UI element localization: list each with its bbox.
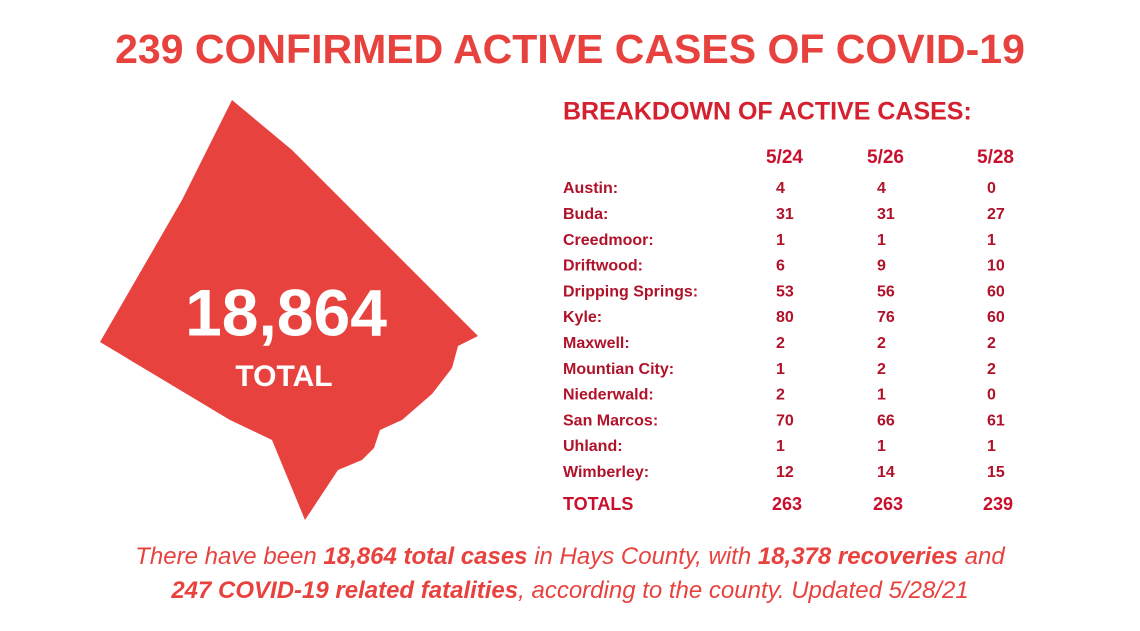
cell-value: 2 [776,335,785,352]
cell-value: 6 [776,258,785,275]
cell-value: 31 [776,206,794,223]
footer-text: There have been [135,543,323,570]
row-name: Driftwood: [563,258,643,275]
column-header: 5/28 [977,147,1014,168]
row-name: San Marcos: [563,412,658,429]
cell-value: 1 [987,438,996,455]
cell-value: 0 [987,180,996,197]
cell-value: 1 [877,438,886,455]
cell-value: 2 [877,361,886,378]
cell-value: 2 [776,387,785,404]
cell-value: 1 [987,232,996,249]
cell-value: 2 [987,361,996,378]
cell-value: 56 [877,283,895,300]
cell-value: 1 [776,361,785,378]
row-name: Niederwald: [563,387,654,404]
totals-value: 263 [873,494,903,514]
row-name: Buda: [563,206,608,223]
row-name: Wimberley: [563,464,649,481]
table-heading: BREAKDOWN OF ACTIVE CASES: [563,98,972,126]
row-name: Uhland: [563,438,623,455]
cell-value: 60 [987,309,1005,326]
totals-value: 239 [983,494,1013,514]
map-label: TOTAL [235,360,332,393]
cell-value: 27 [987,206,1005,223]
row-name: Austin: [563,180,618,197]
cell-value: 31 [877,206,895,223]
footer-bold: 18,378 recoveries [758,543,958,570]
cell-value: 66 [877,412,895,429]
footer-text: in Hays County, with [528,543,758,570]
row-name: Mountian City: [563,361,674,378]
cell-value: 9 [877,258,886,275]
row-name: Creedmoor: [563,232,654,249]
cell-value: 0 [987,387,996,404]
footer-text: and [958,543,1005,570]
cell-value: 2 [987,335,996,352]
cell-value: 1 [877,387,886,404]
cell-value: 1 [776,438,785,455]
cell-value: 14 [877,464,895,481]
cell-value: 12 [776,464,794,481]
cell-value: 70 [776,412,794,429]
cell-value: 80 [776,309,794,326]
footer-bold: 247 COVID-19 related fatalities [170,577,518,604]
footer-line: 247 COVID-19 related fatalities, accordi… [170,577,968,604]
title: 239 CONFIRMED ACTIVE CASES OF COVID-19 [115,26,1025,72]
row-name: Dripping Springs: [563,283,698,300]
cell-value: 61 [987,412,1005,429]
cell-value: 2 [877,335,886,352]
cell-value: 15 [987,464,1005,481]
cell-value: 10 [987,258,1005,275]
column-header: 5/24 [766,147,803,168]
totals-name: TOTALS [563,494,633,514]
row-name: Maxwell: [563,335,630,352]
cell-value: 60 [987,283,1005,300]
totals-value: 263 [772,494,802,514]
county-map [100,100,478,520]
footer-bold: 18,864 total cases [323,543,527,570]
cell-value: 1 [776,232,785,249]
map-total: 18,864 [185,275,387,349]
row-name: Kyle: [563,309,602,326]
footer-line: There have been 18,864 total cases in Ha… [135,543,1005,570]
cell-value: 4 [877,180,886,197]
cell-value: 53 [776,283,794,300]
cell-value: 76 [877,309,895,326]
footer-text: , according to the county. Updated 5/28/… [518,577,969,604]
column-header: 5/26 [867,147,904,168]
cell-value: 4 [776,180,785,197]
cell-value: 1 [877,232,886,249]
